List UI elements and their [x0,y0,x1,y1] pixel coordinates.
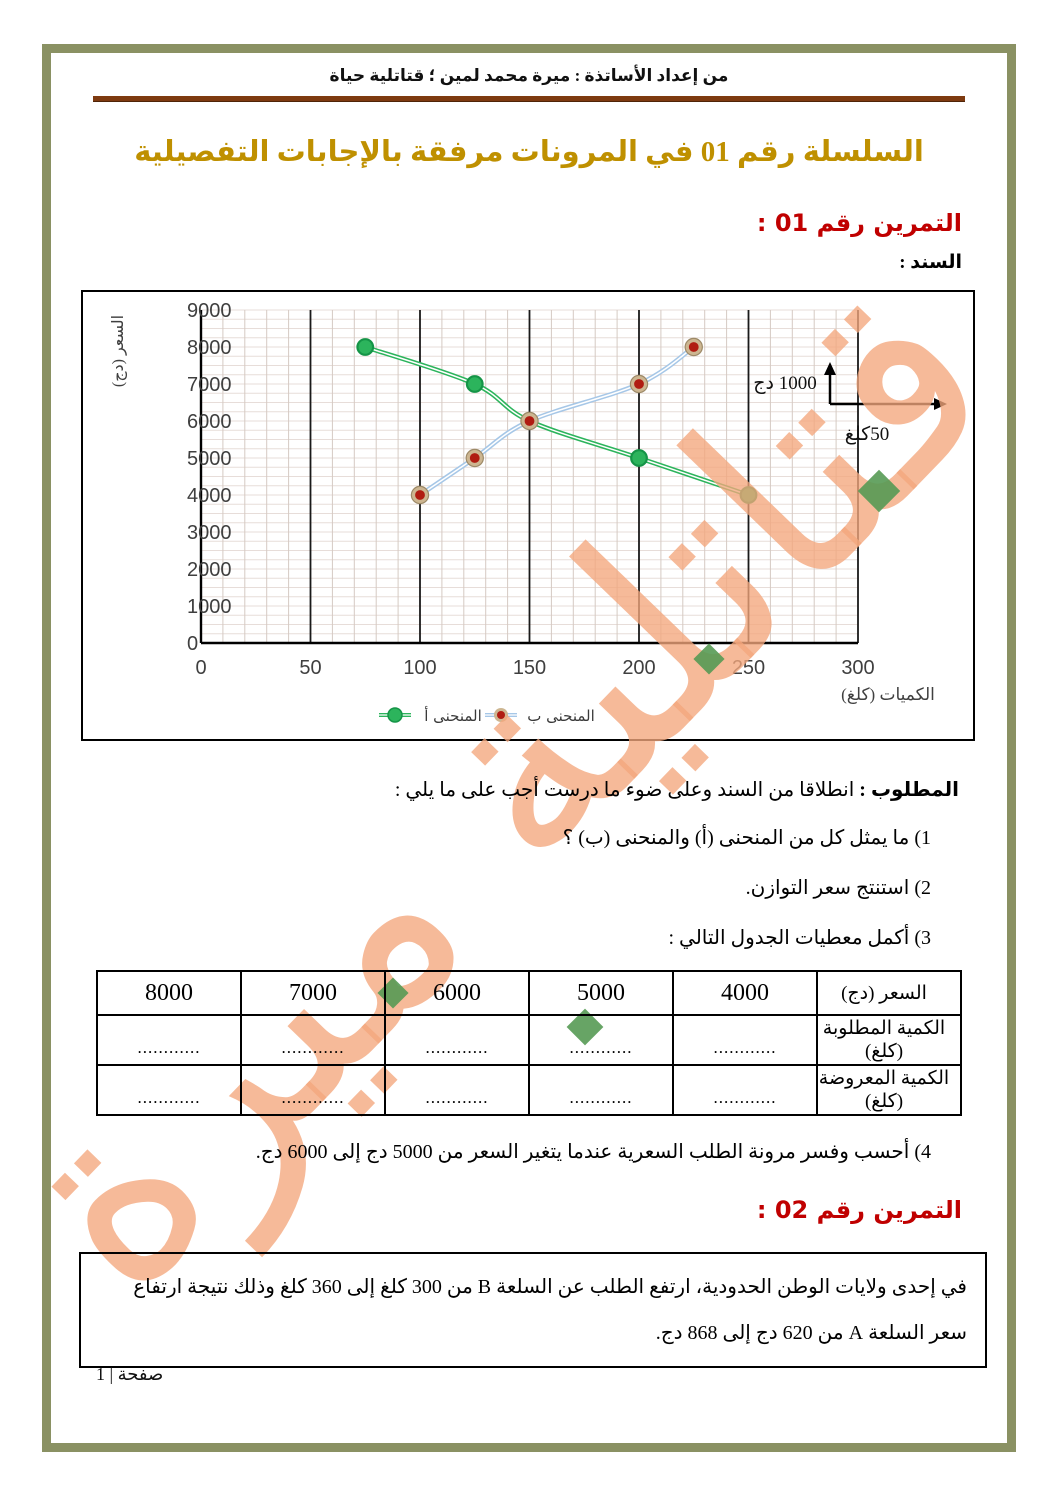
y-tick-label: 3000 [187,522,232,544]
header-divider [93,96,965,102]
table-header-value: 6000 [384,970,530,1016]
required-line: المطلوب : انطلاقا من السند وعلى ضوء ما د… [51,777,959,802]
question-3: 3) أكمل معطيات الجدول التالي : [668,927,931,949]
y-tick-label: 6000 [187,411,232,433]
table-cell-blank: ............ [96,1014,242,1066]
table-row-label: الكمية المطلوبة (كلغ) [816,1014,962,1066]
header-prepared-by: من إعداد الأساتذة : ميرة محمد لمين ؛ قتا… [329,66,729,85]
x-tick-label: 50 [299,657,321,679]
table-cell-blank: ............ [96,1064,242,1116]
x-tick-label: 200 [622,657,655,679]
scale-note: 1000 دج 50كلغ [753,362,947,445]
y-tick-label: 7000 [187,374,232,396]
exercise2-box: في إحدى ولايات الوطن الحدودية، ارتفع الط… [79,1252,987,1368]
exercise2-heading: التمرين رقم 02 : [756,1196,962,1224]
scale-note-price: 1000 دج [753,373,816,394]
x-tick-label: 250 [732,657,765,679]
table-header-value: 5000 [528,970,674,1016]
table-cell-blank: ............ [528,1064,674,1116]
exercise1-heading: التمرين رقم 01 : [756,209,962,237]
x-tick-label: 300 [841,657,874,679]
y-tick-label: 8000 [187,337,232,359]
x-tick-label: 0 [195,657,206,679]
page-footer: صفحة | 1 [96,1364,164,1384]
question-1: 1) ما يمثل كل من المنحنى (أ) والمنحنى (ب… [562,827,931,849]
x-tick-label: 150 [513,657,546,679]
legend-label: المنحنى ب [527,707,595,725]
chart-container: 0 1000 2000 3000 4000 5000 6000 7000 8000 9000 0 50… [81,290,975,741]
y-tick-label: 9000 [187,300,232,322]
table-cell-blank: ............ [528,1014,674,1066]
exercise2-text: في إحدى ولايات الوطن الحدودية، ارتفع الط… [133,1276,967,1344]
y-tick-label: 1000 [187,596,232,618]
required-label: المطلوب : [859,779,959,801]
price-quantity-table: السعر (دج) 4000 5000 6000 7000 8000 الكمية الم… [96,970,962,1116]
table-header-price: السعر (دج) [816,970,962,1016]
table-row: الكمية المطلوبة (كلغ)...................… [96,1014,962,1066]
scale-note-quantity: 50كلغ [845,424,889,445]
question-4: 4) أحسب وفسر مرونة الطلب السعرية عندما ي… [255,1141,931,1163]
y-tick-label: 4000 [187,485,232,507]
y-tick-label: 2000 [187,559,232,581]
legend-label: المنحنى أ [424,706,482,725]
table-cell-blank: ............ [672,1064,818,1116]
table-header-value: 8000 [96,970,242,1016]
x-tick-label: 100 [403,657,436,679]
table-cell-blank: ............ [240,1064,386,1116]
chart-legend: المنحنى أ المنحنى ب [379,706,595,725]
x-axis-title: الكميات (كلغ) [841,685,935,705]
page-border [42,44,1016,1452]
curve-b [410,337,703,505]
table-cell-blank: ............ [240,1014,386,1066]
table-cell-blank: ............ [672,1014,818,1066]
table-cell-blank: ............ [384,1014,530,1066]
table-header-value: 7000 [240,970,386,1016]
table-row: الكمية المعروضة (كلغ)...................… [96,1064,962,1116]
table-row-label: الكمية المعروضة (كلغ) [816,1064,962,1116]
required-text: انطلاقا من السند وعلى ضوء ما درست أجب عل… [394,779,855,801]
document-title: السلسلة رقم 01 في المرونات مرفقة بالإجاب… [134,136,924,168]
chart-grid [199,309,859,645]
price-quantity-chart: 0 1000 2000 3000 4000 5000 6000 7000 8000 9000 0 50… [187,300,947,725]
y-tick-label: 0 [187,633,198,655]
table-cell-blank: ............ [384,1064,530,1116]
question-2: 2) استنتج سعر التوازن. [745,877,931,899]
y-tick-label: 5000 [187,448,232,470]
support-label: السند : [899,252,962,273]
table-header-value: 4000 [672,970,818,1016]
